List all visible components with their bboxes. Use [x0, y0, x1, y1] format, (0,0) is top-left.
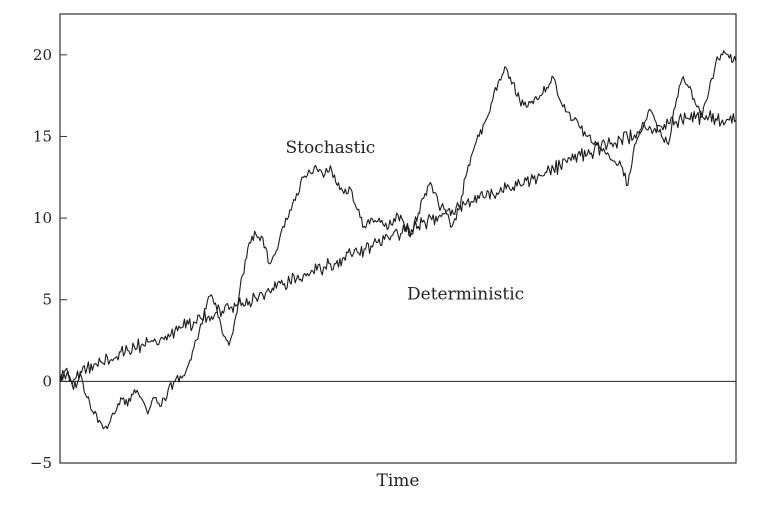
annotation-stochastic: Stochastic: [285, 138, 375, 158]
y-tick-label: 20: [33, 46, 52, 64]
annotation-deterministic: Deterministic: [407, 285, 524, 305]
y-tick-label: 0: [42, 372, 52, 390]
y-tick-label: 15: [33, 127, 52, 145]
y-tick-label: 5: [42, 291, 52, 309]
series-line-deterministic: [59, 109, 737, 386]
y-tick-label: 10: [33, 209, 52, 227]
plot-frame: [59, 13, 737, 464]
series-line-stochastic: [59, 50, 737, 430]
y-axis: −5 0 5 10 15 20: [30, 46, 67, 472]
x-axis-title: Time: [377, 471, 420, 491]
series-layer: [59, 50, 737, 430]
y-tick-label: −5: [30, 454, 52, 472]
